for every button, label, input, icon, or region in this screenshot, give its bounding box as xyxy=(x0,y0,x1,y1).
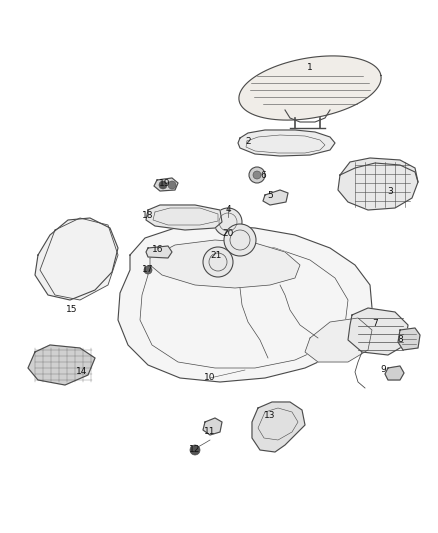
Polygon shape xyxy=(398,328,420,350)
Polygon shape xyxy=(154,178,178,191)
Text: 17: 17 xyxy=(142,265,154,274)
Text: 15: 15 xyxy=(66,305,78,314)
Text: 6: 6 xyxy=(260,171,266,180)
Circle shape xyxy=(224,224,256,256)
Text: 7: 7 xyxy=(372,319,378,327)
Polygon shape xyxy=(305,318,372,362)
Circle shape xyxy=(144,266,152,274)
Circle shape xyxy=(203,247,233,277)
Polygon shape xyxy=(28,345,95,385)
Polygon shape xyxy=(338,158,418,210)
Text: 5: 5 xyxy=(267,190,273,199)
Text: 19: 19 xyxy=(159,179,171,188)
Text: 10: 10 xyxy=(204,374,216,383)
Circle shape xyxy=(253,171,261,179)
Polygon shape xyxy=(40,218,118,300)
Circle shape xyxy=(190,445,200,455)
Circle shape xyxy=(249,167,265,183)
Text: 2: 2 xyxy=(245,138,251,147)
Polygon shape xyxy=(252,402,305,452)
Circle shape xyxy=(168,181,176,189)
Polygon shape xyxy=(263,190,288,205)
Text: 1: 1 xyxy=(307,63,313,72)
Text: 20: 20 xyxy=(223,229,234,238)
Polygon shape xyxy=(35,218,118,300)
Circle shape xyxy=(159,181,167,189)
Text: 4: 4 xyxy=(225,206,231,214)
Polygon shape xyxy=(348,308,408,355)
Text: 9: 9 xyxy=(380,366,386,375)
Text: 12: 12 xyxy=(189,446,201,455)
Text: 11: 11 xyxy=(204,427,216,437)
Text: 14: 14 xyxy=(76,367,88,376)
Text: 13: 13 xyxy=(264,410,276,419)
Text: 16: 16 xyxy=(152,246,164,254)
Polygon shape xyxy=(239,56,381,120)
Polygon shape xyxy=(385,366,404,380)
Circle shape xyxy=(214,208,242,236)
Text: 3: 3 xyxy=(387,188,393,197)
Polygon shape xyxy=(146,205,222,230)
Polygon shape xyxy=(203,418,222,435)
Text: 21: 21 xyxy=(210,251,222,260)
Polygon shape xyxy=(238,130,335,156)
Text: 8: 8 xyxy=(397,335,403,344)
Polygon shape xyxy=(118,225,372,382)
Polygon shape xyxy=(146,246,172,258)
Text: 18: 18 xyxy=(142,211,154,220)
Polygon shape xyxy=(150,240,300,288)
